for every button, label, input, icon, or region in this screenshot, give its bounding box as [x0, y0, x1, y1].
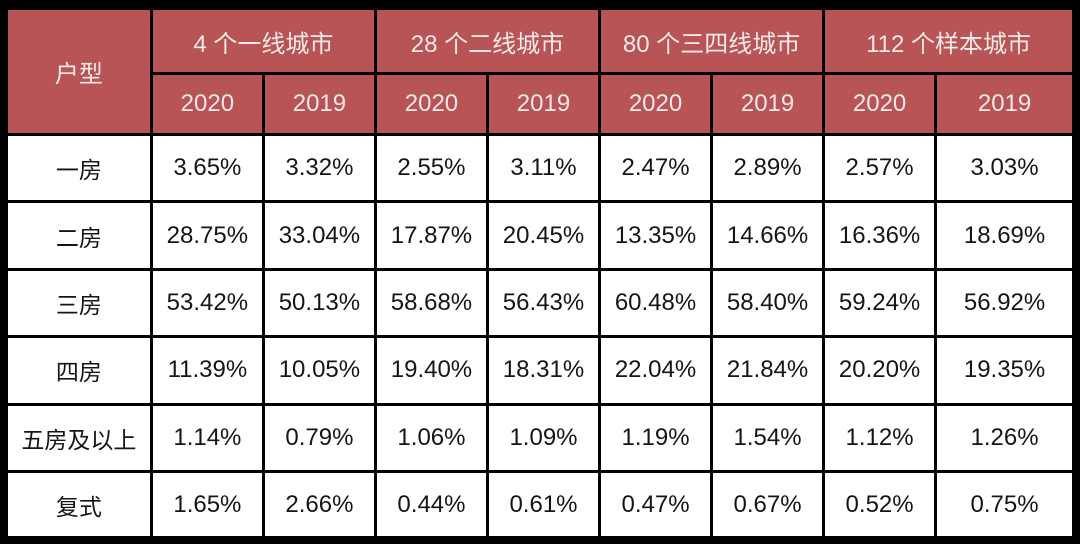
column-group-header-sample: 112 个样本城市 [822, 5, 1077, 75]
table-cell: 11.39% [149, 335, 265, 406]
year-header: 2020 [597, 72, 714, 136]
table-cell: 22.04% [597, 335, 714, 406]
table-row: 一房 3.65% 3.32% 2.55% 3.11% 2.47% 2.89% 2… [3, 132, 1077, 204]
year-header: 2020 [373, 72, 489, 136]
table-cell: 20.45% [485, 200, 602, 271]
table-cell: 0.79% [261, 402, 377, 474]
table-cell: 50.13% [261, 267, 377, 339]
year-header: 2019 [261, 72, 377, 136]
table-cell: 59.24% [822, 267, 938, 339]
table-cell: 2.57% [822, 132, 938, 204]
table-cell: 19.40% [373, 335, 489, 406]
table-cell: 19.35% [934, 335, 1077, 406]
table-cell: 1.26% [934, 402, 1077, 474]
table-cell: 2.47% [597, 132, 714, 204]
table-cell: 21.84% [710, 335, 826, 406]
table-cell: 14.66% [710, 200, 826, 271]
table-cell: 53.42% [149, 267, 265, 339]
table-cell: 1.09% [485, 402, 602, 474]
table-cell: 1.19% [597, 402, 714, 474]
table-cell: 1.06% [373, 402, 489, 474]
year-header: 2020 [822, 72, 938, 136]
row-label: 四房 [3, 335, 153, 406]
table-cell: 60.48% [597, 267, 714, 339]
table-cell: 0.67% [710, 470, 826, 541]
table-cell: 17.87% [373, 200, 489, 271]
table-row: 复式 1.65% 2.66% 0.44% 0.61% 0.47% 0.67% 0… [3, 470, 1077, 541]
table-cell: 3.65% [149, 132, 265, 204]
corner-header: 户型 [3, 5, 153, 136]
column-group-header-tier2: 28 个二线城市 [373, 5, 602, 75]
row-label: 一房 [3, 132, 153, 204]
table-cell: 2.66% [261, 470, 377, 541]
table-row: 五房及以上 1.14% 0.79% 1.06% 1.09% 1.19% 1.54… [3, 402, 1077, 474]
year-header: 2019 [934, 72, 1077, 136]
table-cell: 28.75% [149, 200, 265, 271]
table-cell: 3.03% [934, 132, 1077, 204]
table-cell: 0.52% [822, 470, 938, 541]
table-cell: 1.65% [149, 470, 265, 541]
table-cell: 0.75% [934, 470, 1077, 541]
row-label: 二房 [3, 200, 153, 271]
table-row: 四房 11.39% 10.05% 19.40% 18.31% 22.04% 21… [3, 335, 1077, 406]
column-group-header-tier34: 80 个三四线城市 [597, 5, 826, 75]
table-cell: 0.47% [597, 470, 714, 541]
table-cell: 1.14% [149, 402, 265, 474]
table-cell: 56.92% [934, 267, 1077, 339]
table-cell: 0.61% [485, 470, 602, 541]
year-header: 2019 [485, 72, 602, 136]
table-cell: 18.69% [934, 200, 1077, 271]
table-cell: 33.04% [261, 200, 377, 271]
table-cell: 13.35% [597, 200, 714, 271]
table-cell: 2.89% [710, 132, 826, 204]
table-cell: 1.12% [822, 402, 938, 474]
year-header: 2020 [149, 72, 265, 136]
table-cell: 58.68% [373, 267, 489, 339]
table-cell: 10.05% [261, 335, 377, 406]
row-label: 复式 [3, 470, 153, 541]
table-cell: 56.43% [485, 267, 602, 339]
table-cell: 58.40% [710, 267, 826, 339]
table-cell: 18.31% [485, 335, 602, 406]
table-cell: 20.20% [822, 335, 938, 406]
row-label: 三房 [3, 267, 153, 339]
table-cell: 3.32% [261, 132, 377, 204]
table-cell: 16.36% [822, 200, 938, 271]
housing-type-share-table: 户型 4 个一线城市 28 个二线城市 80 个三四线城市 112 个样本城市 … [2, 4, 1078, 542]
table-row: 三房 53.42% 50.13% 58.68% 56.43% 60.48% 58… [3, 267, 1077, 339]
table-cell: 3.11% [485, 132, 602, 204]
year-header: 2019 [710, 72, 826, 136]
row-label: 五房及以上 [3, 402, 153, 474]
table-row: 二房 28.75% 33.04% 17.87% 20.45% 13.35% 14… [3, 200, 1077, 271]
column-group-header-tier1: 4 个一线城市 [149, 5, 377, 75]
table-cell: 2.55% [373, 132, 489, 204]
table-cell: 0.44% [373, 470, 489, 541]
table-cell: 1.54% [710, 402, 826, 474]
